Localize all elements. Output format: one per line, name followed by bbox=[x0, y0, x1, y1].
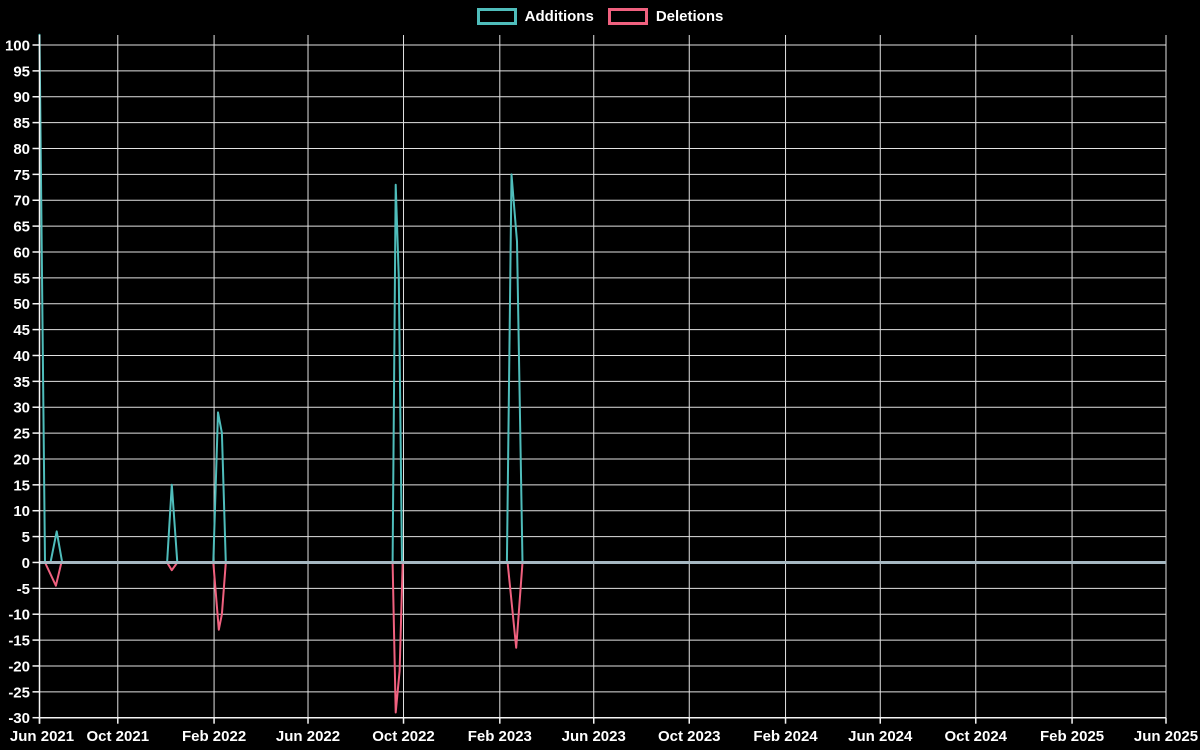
additions-swatch-icon bbox=[476, 8, 517, 25]
y-tick-label: 20 bbox=[13, 451, 30, 468]
x-tick-label: Oct 2021 bbox=[87, 728, 150, 745]
x-tick-label: Jun 2022 bbox=[276, 728, 340, 745]
legend-item-deletions[interactable]: Deletions bbox=[607, 8, 724, 25]
y-tick-label: -15 bbox=[8, 633, 30, 650]
y-tick-label: -5 bbox=[17, 581, 30, 598]
y-tick-label: -20 bbox=[8, 658, 30, 675]
legend-item-additions[interactable]: Additions bbox=[476, 8, 594, 25]
deletions-line bbox=[38, 561, 524, 714]
tick-marks bbox=[32, 44, 1167, 724]
x-tick-label: Oct 2022 bbox=[372, 728, 435, 745]
y-tick-label: 100 bbox=[5, 38, 30, 55]
y-tick-label: -25 bbox=[8, 684, 30, 701]
x-tick-label: Feb 2022 bbox=[182, 728, 246, 745]
y-tick-label: 95 bbox=[13, 63, 30, 80]
y-tick-label: 40 bbox=[13, 348, 30, 365]
y-tick-label: 35 bbox=[13, 374, 30, 391]
y-tick-label: 65 bbox=[13, 219, 30, 236]
y-tick-label: -30 bbox=[8, 710, 30, 727]
y-tick-label: 85 bbox=[13, 115, 30, 132]
y-tick-label: 30 bbox=[13, 400, 30, 417]
series-lines bbox=[38, 33, 524, 714]
y-tick-label: 0 bbox=[22, 555, 30, 572]
deletions-swatch-icon bbox=[607, 8, 648, 25]
x-tick-label: Feb 2024 bbox=[753, 728, 818, 745]
y-tick-label: 60 bbox=[13, 244, 30, 261]
legend-label-additions: Additions bbox=[524, 8, 594, 25]
x-tick-label: Oct 2024 bbox=[944, 728, 1007, 745]
axes bbox=[38, 35, 1166, 724]
y-tick-label: 55 bbox=[13, 270, 30, 287]
legend-label-deletions: Deletions bbox=[655, 8, 724, 25]
gridlines bbox=[39, 35, 1167, 719]
x-tick-label: Jun 2024 bbox=[848, 728, 913, 745]
y-tick-label: -10 bbox=[8, 607, 30, 624]
y-tick-label: 80 bbox=[13, 141, 30, 158]
axis-labels: 1009590858075706560555045403530252015105… bbox=[5, 38, 1198, 746]
x-tick-label: Oct 2023 bbox=[658, 728, 721, 745]
y-tick-label: 50 bbox=[13, 296, 30, 313]
y-tick-label: 5 bbox=[22, 529, 30, 546]
x-tick-label: Jun 2025 bbox=[1134, 728, 1198, 745]
x-tick-label: Feb 2023 bbox=[468, 728, 532, 745]
y-tick-label: 90 bbox=[13, 89, 30, 106]
y-tick-label: 45 bbox=[13, 322, 30, 339]
y-tick-label: 70 bbox=[13, 193, 30, 210]
y-tick-label: 15 bbox=[13, 477, 30, 494]
chart-legend: Additions Deletions bbox=[0, 8, 1200, 25]
y-tick-label: 10 bbox=[13, 503, 30, 520]
y-tick-label: 75 bbox=[13, 167, 30, 184]
x-tick-label: Jun 2023 bbox=[562, 728, 626, 745]
x-tick-label: Feb 2025 bbox=[1040, 728, 1104, 745]
x-tick-label: Jun 2021 bbox=[10, 728, 74, 745]
y-tick-label: 25 bbox=[13, 426, 30, 443]
additions-line bbox=[38, 33, 524, 564]
